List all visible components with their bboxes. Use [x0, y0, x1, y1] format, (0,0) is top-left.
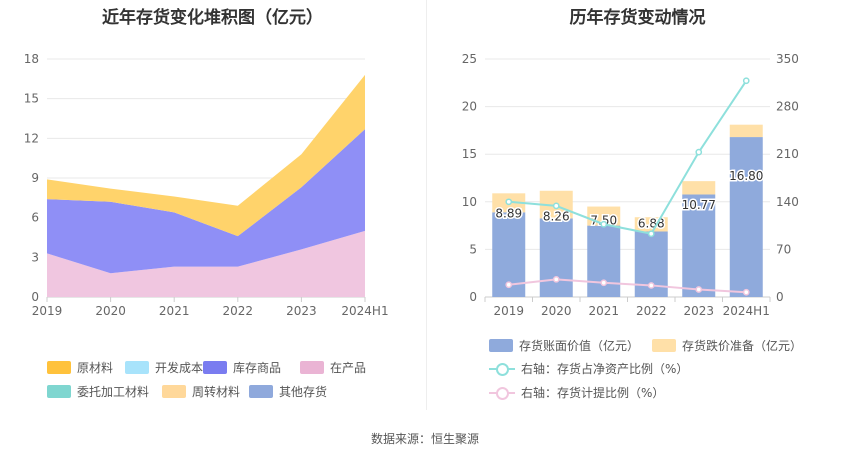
- legend-swatch: [652, 339, 676, 352]
- bar-impairment-reserve: [729, 124, 763, 138]
- legend-label: 库存商品: [233, 361, 282, 375]
- legend-item[interactable]: 其他存货: [249, 383, 327, 400]
- bar-book-value: [539, 218, 573, 297]
- legend-item[interactable]: 原材料: [47, 359, 113, 376]
- line-point: [647, 282, 655, 289]
- left-axis-tick-label: 5: [469, 242, 477, 256]
- line-point: [505, 281, 513, 289]
- y-tick-label: 9: [31, 171, 39, 185]
- right-chart-title: 历年存货变动情况: [569, 8, 706, 28]
- line-point: [695, 148, 703, 156]
- left-axis-tick-label: 20: [462, 100, 477, 114]
- x-tick-label: 2022: [636, 304, 667, 318]
- x-tick-label: 2023: [286, 304, 317, 318]
- legend-label: 存货跌价准备（亿元）: [682, 339, 803, 353]
- x-tick-label: 2024H1: [723, 304, 770, 318]
- legend-swatch: [47, 361, 71, 374]
- data-source: 数据来源：恒生聚源: [370, 432, 479, 446]
- left-chart-title: 近年存货变化堆积图（亿元）: [102, 8, 323, 28]
- legend-swatch: [249, 385, 273, 398]
- y-tick-label: 3: [31, 250, 39, 264]
- legend-label: 右轴：存货计提比例（%）: [521, 386, 665, 400]
- legend-item[interactable]: 周转材料: [162, 383, 240, 400]
- left-axis-tick-label: 15: [462, 147, 477, 161]
- right-axis-tick-label: 350: [776, 52, 799, 66]
- legend-label: 开发成本: [155, 361, 204, 375]
- bar-value-label: 8.26: [543, 210, 570, 224]
- left-axis-tick-label: 10: [462, 195, 477, 209]
- legend-label: 周转材料: [192, 385, 241, 399]
- line-point: [600, 220, 608, 228]
- line-point: [647, 230, 655, 238]
- line-series-1: [508, 278, 747, 294]
- left-axis-tick-label: 0: [469, 290, 477, 304]
- area-series-库存商品: [47, 129, 365, 274]
- legend-item[interactable]: 存货跌价准备（亿元）: [652, 337, 802, 354]
- line-point: [600, 279, 608, 287]
- bar-impairment-reserve: [682, 181, 716, 195]
- bar-value-label: 7.50: [590, 213, 617, 227]
- legend-swatch: [489, 386, 515, 400]
- legend-swatch: [125, 361, 149, 374]
- legend-swatch: [489, 339, 513, 352]
- right-axis-tick-label: 0: [776, 290, 784, 304]
- legend-item[interactable]: 库存商品: [203, 359, 281, 376]
- bar-book-value: [729, 137, 763, 297]
- y-tick-label: 15: [24, 92, 39, 106]
- legend-swatch: [162, 385, 186, 398]
- x-tick-label: 2024H1: [341, 304, 388, 318]
- bar-value-label: 8.89: [495, 207, 522, 221]
- area-series-在产品: [47, 230, 365, 297]
- x-tick-label: 2021: [588, 304, 619, 318]
- x-tick-label: 2020: [95, 304, 126, 318]
- bar-value-label: 10.77: [682, 198, 716, 212]
- y-tick-label: 0: [31, 290, 39, 304]
- legend-item[interactable]: 在产品: [300, 359, 366, 376]
- line-point: [742, 288, 750, 296]
- legend-label: 原材料: [77, 361, 114, 375]
- right-axis-tick-label: 140: [776, 195, 799, 209]
- legend-item[interactable]: 右轴：存货计提比例（%）: [489, 384, 664, 401]
- panel-divider: [426, 0, 427, 410]
- right-axis-tick-label: 210: [776, 147, 799, 161]
- legend-swatch: [47, 385, 71, 398]
- legend-label: 右轴：存货占净资产比例（%）: [521, 362, 689, 376]
- y-tick-label: 18: [24, 52, 39, 66]
- left-axis-tick-label: 25: [462, 52, 477, 66]
- right-axis-tick-label: 280: [776, 100, 799, 114]
- left-stacked-area-chart: 0 3 6 9 12 15 18 2019 2020 2021 2022 2023 2024H1: [24, 52, 389, 318]
- x-tick-label: 2022: [223, 304, 254, 318]
- x-tick-label: 2023: [683, 304, 714, 318]
- x-tick-label: 2019: [32, 304, 63, 318]
- line-point: [552, 275, 560, 283]
- legend-label: 存货账面价值（亿元）: [519, 339, 640, 353]
- x-tick-label: 2021: [159, 304, 190, 318]
- legend-item[interactable]: 委托加工材料: [47, 383, 149, 400]
- legend-swatch: [300, 361, 324, 374]
- area-series-原材料: [47, 74, 365, 237]
- legend-label: 在产品: [330, 361, 367, 375]
- y-tick-label: 6: [31, 211, 39, 225]
- line-point: [742, 77, 750, 85]
- bar-book-value: [587, 225, 621, 297]
- x-tick-label: 2020: [541, 304, 572, 318]
- legend-item[interactable]: 存货账面价值（亿元）: [489, 337, 639, 354]
- legend-item[interactable]: 右轴：存货占净资产比例（%）: [489, 360, 688, 377]
- bar-book-value: [682, 194, 716, 297]
- line-series-0: [508, 80, 748, 235]
- line-point: [552, 202, 560, 210]
- x-tick-label: 2019: [493, 304, 524, 318]
- line-point: [505, 198, 513, 206]
- legend-label: 其他存货: [279, 385, 328, 399]
- line-point: [695, 286, 703, 293]
- y-tick-label: 12: [24, 131, 39, 145]
- legend-swatch: [489, 362, 515, 376]
- legend-label: 委托加工材料: [77, 385, 150, 399]
- right-axis-tick-label: 70: [776, 242, 791, 256]
- legend-item[interactable]: 开发成本: [125, 359, 203, 376]
- bar-value-label: 16.80: [729, 169, 763, 183]
- legend-swatch: [203, 361, 227, 374]
